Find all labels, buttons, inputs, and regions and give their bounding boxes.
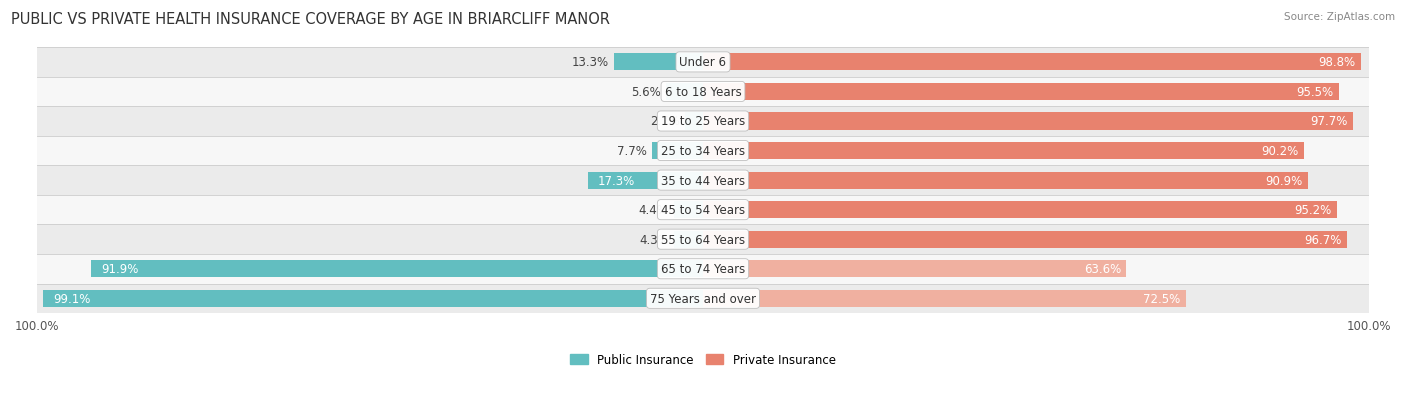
- Text: 91.9%: 91.9%: [101, 263, 139, 275]
- Text: 4.3%: 4.3%: [640, 233, 669, 246]
- Text: 17.3%: 17.3%: [598, 174, 636, 187]
- Bar: [673, 202, 703, 219]
- Text: 45 to 54 Years: 45 to 54 Years: [661, 204, 745, 217]
- Bar: [37, 284, 1369, 313]
- Text: 2.7%: 2.7%: [650, 115, 679, 128]
- Text: 13.3%: 13.3%: [572, 56, 609, 69]
- Text: 65 to 74 Years: 65 to 74 Years: [661, 263, 745, 275]
- Text: 96.7%: 96.7%: [1305, 233, 1341, 246]
- Text: 90.2%: 90.2%: [1261, 145, 1298, 158]
- Bar: [614, 54, 703, 71]
- Bar: [37, 107, 1369, 136]
- Bar: [652, 142, 703, 160]
- Text: 95.5%: 95.5%: [1296, 86, 1333, 99]
- Text: 97.7%: 97.7%: [1310, 115, 1348, 128]
- Bar: [37, 48, 1369, 78]
- Bar: [37, 166, 1369, 195]
- Legend: Public Insurance, Private Insurance: Public Insurance, Private Insurance: [571, 353, 835, 366]
- Text: 7.7%: 7.7%: [617, 145, 647, 158]
- Bar: [685, 113, 703, 130]
- Text: PUBLIC VS PRIVATE HEALTH INSURANCE COVERAGE BY AGE IN BRIARCLIFF MANOR: PUBLIC VS PRIVATE HEALTH INSURANCE COVER…: [11, 12, 610, 27]
- Text: 6 to 18 Years: 6 to 18 Years: [665, 86, 741, 99]
- Bar: [37, 136, 1369, 166]
- Bar: [703, 261, 1126, 278]
- Text: 5.6%: 5.6%: [631, 86, 661, 99]
- Text: 35 to 44 Years: 35 to 44 Years: [661, 174, 745, 187]
- Bar: [588, 172, 703, 189]
- Bar: [37, 78, 1369, 107]
- Text: 99.1%: 99.1%: [53, 292, 90, 305]
- Text: 25 to 34 Years: 25 to 34 Years: [661, 145, 745, 158]
- Bar: [703, 142, 1303, 160]
- Text: 72.5%: 72.5%: [1143, 292, 1181, 305]
- Text: 55 to 64 Years: 55 to 64 Years: [661, 233, 745, 246]
- Bar: [44, 290, 703, 307]
- Text: 90.9%: 90.9%: [1265, 174, 1303, 187]
- Bar: [675, 231, 703, 248]
- Bar: [703, 54, 1361, 71]
- Bar: [37, 225, 1369, 254]
- Text: Under 6: Under 6: [679, 56, 727, 69]
- Bar: [703, 172, 1308, 189]
- Bar: [703, 290, 1185, 307]
- Text: 4.4%: 4.4%: [638, 204, 668, 217]
- Bar: [37, 195, 1369, 225]
- Bar: [703, 202, 1337, 219]
- Text: 75 Years and over: 75 Years and over: [650, 292, 756, 305]
- Text: 95.2%: 95.2%: [1294, 204, 1331, 217]
- Bar: [703, 231, 1347, 248]
- Bar: [703, 84, 1339, 101]
- Text: 63.6%: 63.6%: [1084, 263, 1121, 275]
- Bar: [91, 261, 703, 278]
- Bar: [665, 84, 703, 101]
- Text: 19 to 25 Years: 19 to 25 Years: [661, 115, 745, 128]
- Bar: [703, 113, 1354, 130]
- Text: Source: ZipAtlas.com: Source: ZipAtlas.com: [1284, 12, 1395, 22]
- Bar: [37, 254, 1369, 284]
- Text: 98.8%: 98.8%: [1319, 56, 1355, 69]
